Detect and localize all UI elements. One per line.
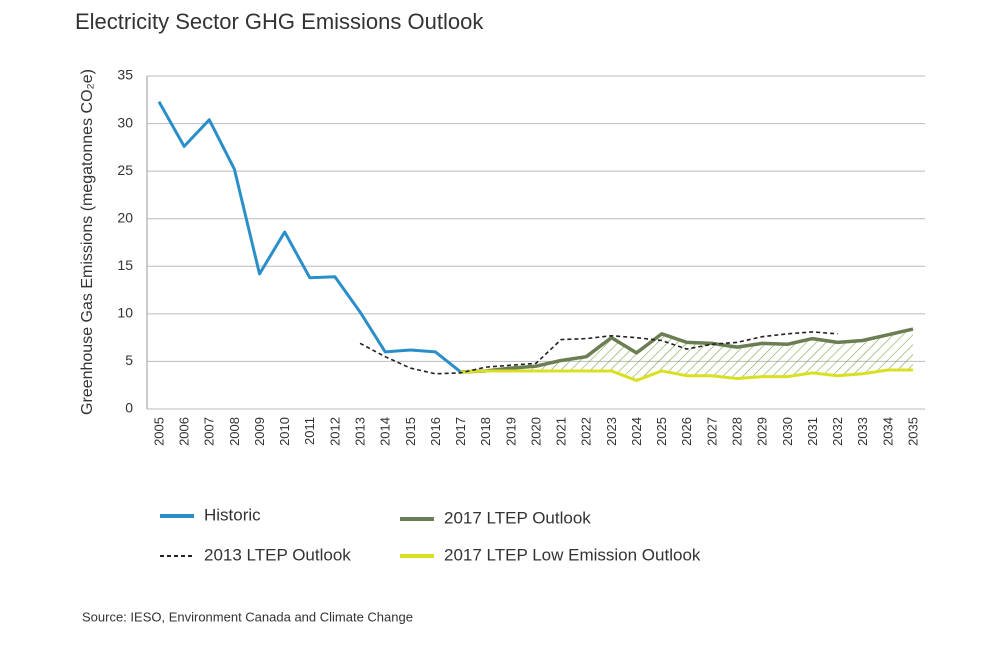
x-tick-label: 2031 — [805, 417, 820, 446]
source-note: Source: IESO, Environment Canada and Cli… — [82, 609, 413, 624]
series-line — [359, 331, 838, 375]
x-tick-label: 2032 — [830, 417, 845, 446]
x-tick-label: 2020 — [528, 417, 543, 446]
x-tick-label: 2028 — [730, 417, 745, 446]
legend-label: 2017 LTEP Low Emission Outlook — [444, 545, 701, 564]
chart-title: Electricity Sector GHG Emissions Outlook — [75, 9, 484, 34]
x-tick-label: 2011 — [302, 417, 317, 445]
x-tick-label: 2013 — [353, 417, 368, 446]
hatch-area — [460, 329, 913, 381]
x-tick-label: 2035 — [905, 417, 920, 446]
x-tick-label: 2027 — [704, 417, 719, 446]
x-tick-label: 2022 — [579, 417, 594, 446]
legend-label: Historic — [204, 505, 261, 524]
x-tick-label: 2007 — [202, 417, 217, 446]
legend-label: 2017 LTEP Outlook — [444, 508, 591, 527]
x-tick-label: 2024 — [629, 417, 644, 446]
x-tick-label: 2025 — [654, 417, 669, 446]
series-line — [460, 327, 914, 374]
x-tick-label: 2017 — [453, 417, 468, 446]
x-tick-label: 2030 — [780, 417, 795, 446]
x-tick-label: 2005 — [151, 417, 166, 446]
x-tick-label: 2018 — [478, 417, 493, 446]
y-tick-label: 0 — [125, 400, 133, 416]
series-line — [157, 100, 462, 374]
x-tick-label: 2021 — [554, 417, 569, 446]
y-tick-label: 25 — [117, 162, 133, 178]
x-tick-label: 2010 — [277, 417, 292, 446]
x-tick-label: 2014 — [378, 417, 393, 446]
y-tick-label: 30 — [117, 114, 133, 130]
x-tick-label: 2026 — [679, 417, 694, 446]
x-tick-label: 2006 — [177, 417, 192, 446]
y-tick-label: 35 — [117, 67, 133, 83]
y-axis-label: Greenhouse Gas Emissions (megatonnes CO₂… — [79, 69, 96, 415]
legend-label: 2013 LTEP Outlook — [204, 545, 351, 564]
x-tick-label: 2012 — [327, 417, 342, 446]
x-tick-label: 2023 — [604, 417, 619, 446]
y-tick-label: 5 — [125, 352, 133, 368]
series-line — [460, 368, 913, 382]
x-tick-label: 2033 — [855, 417, 870, 446]
x-tick-label: 2008 — [227, 417, 242, 446]
x-tick-label: 2009 — [252, 417, 267, 446]
x-tick-label: 2015 — [403, 417, 418, 446]
y-tick-label: 10 — [117, 305, 133, 321]
x-tick-label: 2029 — [755, 417, 770, 446]
y-tick-label: 20 — [117, 209, 133, 225]
x-tick-label: 2019 — [503, 417, 518, 446]
x-tick-label: 2034 — [880, 417, 895, 446]
y-tick-label: 15 — [117, 257, 133, 273]
x-tick-label: 2016 — [428, 417, 443, 446]
